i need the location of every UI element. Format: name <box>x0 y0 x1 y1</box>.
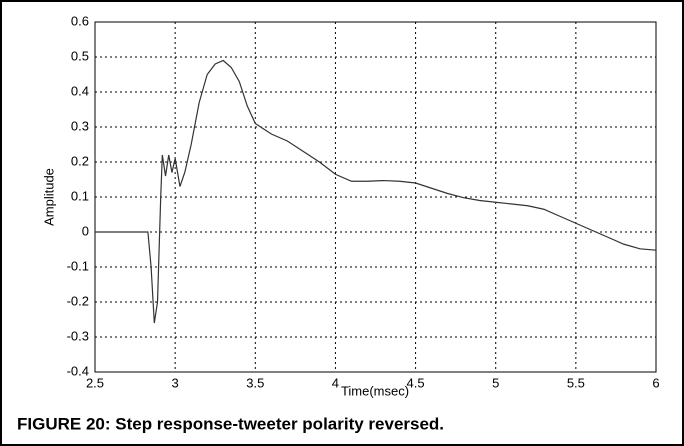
x-tick-label: 5.5 <box>567 375 585 390</box>
y-tick-label: 0.2 <box>71 153 89 168</box>
x-tick-label: 2.5 <box>86 375 104 390</box>
x-tick-label: 6 <box>652 375 659 390</box>
y-tick-label: -0.2 <box>67 293 89 308</box>
x-tick-label: 3 <box>172 375 179 390</box>
y-tick-label: -0.4 <box>67 363 89 378</box>
x-tick-label: 3.5 <box>246 375 264 390</box>
y-tick-label: -0.1 <box>67 258 89 273</box>
x-tick-label: 5 <box>492 375 499 390</box>
caption: FIGURE 20: Step response-tweeter polarit… <box>17 414 444 433</box>
x-tick-label: 4 <box>332 375 339 390</box>
data-line <box>95 59 657 324</box>
y-tick-label: 0.5 <box>71 48 89 63</box>
y-tick-label: 0.4 <box>71 83 89 98</box>
y-tick-label: 0 <box>82 223 89 238</box>
y-tick-label: 0.3 <box>71 118 89 133</box>
y-tick-label: 0.1 <box>71 188 89 203</box>
y-tick-label: 0.6 <box>71 13 89 28</box>
x-tick-label: 4.5 <box>407 375 425 390</box>
x-axis-label: Time(msec) <box>341 383 409 398</box>
y-axis-label: Amplitude <box>41 168 56 226</box>
plot-border <box>94 21 657 373</box>
y-tick-label: -0.3 <box>67 328 89 343</box>
